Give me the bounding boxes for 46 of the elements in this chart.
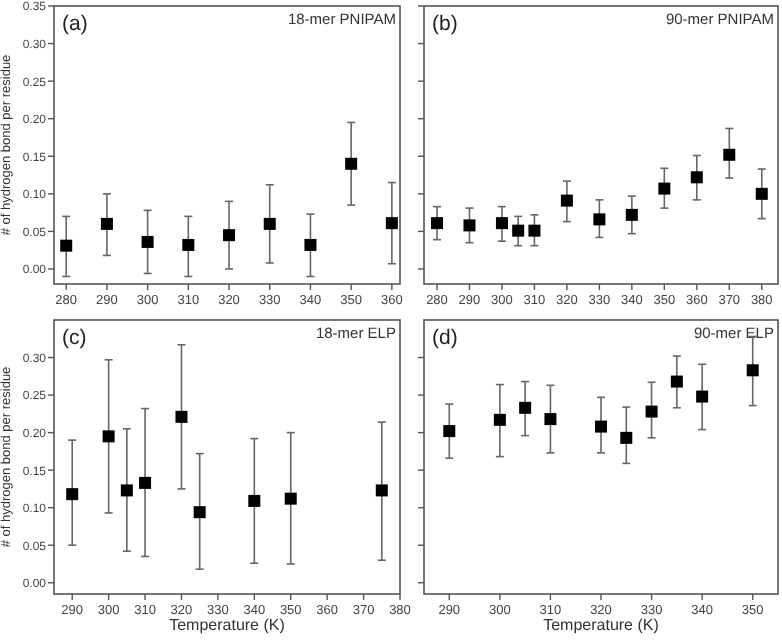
point <box>560 194 573 207</box>
point <box>430 217 443 230</box>
point <box>625 208 638 221</box>
point <box>519 401 532 414</box>
x-axis-title: Temperature (K) <box>543 616 660 634</box>
point <box>544 413 557 426</box>
point <box>658 182 671 195</box>
point <box>120 484 133 497</box>
point <box>385 217 398 230</box>
point <box>100 217 113 230</box>
point <box>746 364 759 377</box>
chart-title: (c) <box>62 326 87 350</box>
point <box>304 238 317 251</box>
point <box>182 238 195 251</box>
point <box>696 390 709 403</box>
chart-title: (a) <box>62 12 88 36</box>
point <box>690 171 703 184</box>
point <box>60 239 73 252</box>
point <box>495 217 508 230</box>
point <box>223 229 236 242</box>
point <box>443 425 456 438</box>
point <box>670 375 683 388</box>
point <box>645 405 658 418</box>
chart-title: (b) <box>432 12 458 36</box>
point <box>493 413 506 426</box>
point <box>66 488 79 501</box>
point <box>375 484 388 497</box>
point <box>284 492 297 505</box>
chart-title: (d) <box>432 326 458 350</box>
point <box>595 420 607 433</box>
point <box>139 476 152 489</box>
point <box>620 431 633 444</box>
point <box>248 494 261 507</box>
point <box>512 224 525 237</box>
point <box>345 157 358 170</box>
point <box>175 410 188 423</box>
point <box>141 235 154 248</box>
point <box>193 506 206 519</box>
point <box>528 224 541 237</box>
point <box>723 148 736 161</box>
point <box>263 217 276 230</box>
point <box>755 187 768 200</box>
point <box>463 219 476 232</box>
point <box>102 430 115 443</box>
x-axis-title: Temperature (K) <box>169 616 286 634</box>
point <box>593 213 606 226</box>
